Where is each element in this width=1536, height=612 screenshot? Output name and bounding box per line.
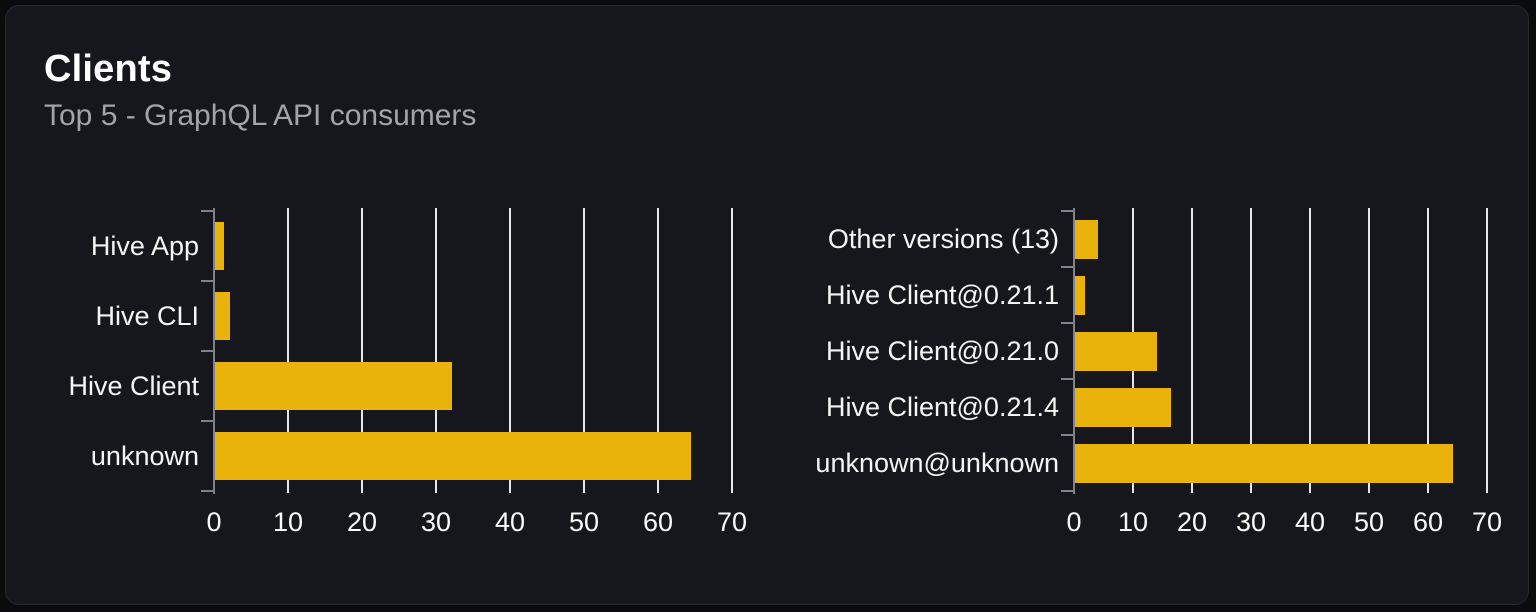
- gridline: [435, 208, 437, 493]
- bar: [1074, 443, 1454, 483]
- x-tick-label: 40: [1294, 507, 1326, 537]
- gridline: [1191, 208, 1193, 493]
- gridline: [657, 208, 659, 493]
- x-tick-label: 50: [568, 507, 600, 537]
- bar-row: [1074, 435, 1487, 491]
- bar: [1074, 275, 1085, 315]
- x-tick-label: 30: [420, 507, 452, 537]
- bar-row: [1074, 267, 1487, 323]
- x-tick-label: 20: [1176, 507, 1208, 537]
- gridline: [1427, 208, 1429, 493]
- bar: [1074, 387, 1172, 427]
- category-label-column: Other versions (13) Hive Client@0.21.1 Hiv…: [815, 211, 1074, 491]
- clients-card: Clients Top 5 - GraphQL API consumers Hi…: [5, 5, 1529, 605]
- bar: [214, 292, 231, 340]
- category-label: Hive Client@0.21.1: [825, 279, 1059, 310]
- bar-row: [214, 351, 732, 421]
- x-tick-label: 0: [206, 507, 222, 537]
- category-label: Hive CLI: [95, 300, 199, 331]
- card-title: Clients: [44, 48, 173, 90]
- gridline: [287, 208, 289, 493]
- x-tick-label: 60: [642, 507, 674, 537]
- category-label: unknown@unknown: [815, 447, 1059, 478]
- x-tick-label: 0: [1066, 507, 1082, 537]
- gridline: [1368, 208, 1370, 493]
- bar-row: [1074, 323, 1487, 379]
- card-subtitle: Top 5 - GraphQL API consumers: [44, 99, 477, 132]
- bar-row: [1074, 211, 1487, 267]
- category-label: Hive Client@0.21.4: [825, 391, 1059, 422]
- bar: [214, 222, 225, 270]
- bar: [214, 432, 691, 480]
- bar: [1074, 331, 1157, 371]
- chart-clients-by-version: Other versions (13) Hive Client@0.21.1 Hiv…: [815, 208, 1502, 537]
- plot-area: 0 10 20 30 40 50 60 70: [201, 208, 747, 537]
- bar-row: [1074, 379, 1487, 435]
- gridline: [361, 208, 363, 493]
- gridline: [1250, 208, 1252, 493]
- plot-area: 0 10 20 30 40 50 60 70: [1061, 208, 1502, 537]
- category-label: Hive Client@0.21.0: [825, 335, 1059, 366]
- category-label: Other versions (13): [827, 223, 1059, 254]
- bar-row: [214, 421, 732, 491]
- bar: [214, 362, 453, 410]
- x-tick-label: 60: [1412, 507, 1444, 537]
- gridline: [509, 208, 511, 493]
- category-label: Hive Client: [68, 370, 199, 401]
- gridline: [1486, 208, 1488, 493]
- bar-row: [214, 211, 732, 281]
- category-label-column: Hive App Hive CLI Hive Client unknown: [31, 211, 214, 491]
- x-tick-label: 50: [1353, 507, 1385, 537]
- x-tick-label: 20: [346, 507, 378, 537]
- gridline: [583, 208, 585, 493]
- bar: [1074, 219, 1098, 259]
- bars-layer: [214, 211, 732, 491]
- gridline-layer: [214, 208, 733, 493]
- x-tick-label: 10: [1117, 507, 1149, 537]
- bar-row: [214, 281, 732, 351]
- gridline: [731, 208, 733, 493]
- x-tick-label: 70: [716, 507, 748, 537]
- x-tick-label: 10: [272, 507, 304, 537]
- x-tick-label: 40: [494, 507, 526, 537]
- x-tick-label: 70: [1471, 507, 1503, 537]
- chart-clients-by-name: Hive App Hive CLI Hive Client unknown 0 10 20…: [31, 208, 747, 537]
- category-label: unknown: [90, 440, 199, 471]
- category-label: Hive App: [90, 230, 199, 261]
- x-tick-label: 30: [1235, 507, 1267, 537]
- gridline: [1309, 208, 1311, 493]
- bars-layer: [1074, 211, 1487, 491]
